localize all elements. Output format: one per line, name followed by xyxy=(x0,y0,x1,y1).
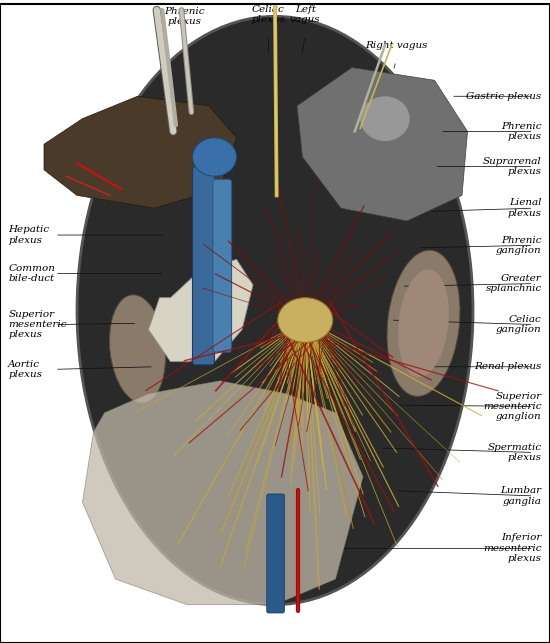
Text: Phrenic
ganglion: Phrenic ganglion xyxy=(496,235,542,255)
Ellipse shape xyxy=(278,298,333,343)
Text: Hepatic
plexus: Hepatic plexus xyxy=(8,225,50,245)
Text: Suprarenal
plexus: Suprarenal plexus xyxy=(483,157,542,176)
Text: Celiac
plexus: Celiac plexus xyxy=(251,5,285,24)
Ellipse shape xyxy=(360,96,410,141)
Text: Celiac
ganglion: Celiac ganglion xyxy=(496,315,542,334)
Text: Renal plexus: Renal plexus xyxy=(474,362,542,371)
Text: Right vagus: Right vagus xyxy=(365,41,427,50)
Ellipse shape xyxy=(192,138,236,176)
Polygon shape xyxy=(297,68,468,221)
Text: Common
bile-duct: Common bile-duct xyxy=(8,264,55,283)
Text: Superior
mesenteric
ganglion: Superior mesenteric ganglion xyxy=(483,392,542,421)
Text: Left
vagus: Left vagus xyxy=(290,5,321,24)
Text: Phrenic
plexus: Phrenic plexus xyxy=(164,6,205,26)
Text: Spermatic
plexus: Spermatic plexus xyxy=(488,443,542,462)
Text: Gastric plexus: Gastric plexus xyxy=(466,92,542,101)
Polygon shape xyxy=(44,96,236,208)
Text: Greater
splanchnic: Greater splanchnic xyxy=(486,274,542,293)
Text: Lumbar
ganglia: Lumbar ganglia xyxy=(500,486,542,505)
FancyBboxPatch shape xyxy=(192,167,215,365)
Text: Superior
mesenteric
plexus: Superior mesenteric plexus xyxy=(8,310,67,340)
Text: Aortic
plexus: Aortic plexus xyxy=(8,359,42,379)
Polygon shape xyxy=(148,259,253,361)
Text: Inferior
mesenteric
plexus: Inferior mesenteric plexus xyxy=(483,534,542,563)
Text: Phrenic
plexus: Phrenic plexus xyxy=(501,122,542,141)
Ellipse shape xyxy=(398,269,449,377)
Ellipse shape xyxy=(77,16,473,604)
Polygon shape xyxy=(82,381,363,604)
Ellipse shape xyxy=(387,250,460,396)
FancyBboxPatch shape xyxy=(267,494,284,613)
Ellipse shape xyxy=(109,295,166,403)
FancyBboxPatch shape xyxy=(213,179,232,352)
Text: Lienal
plexus: Lienal plexus xyxy=(508,199,542,218)
